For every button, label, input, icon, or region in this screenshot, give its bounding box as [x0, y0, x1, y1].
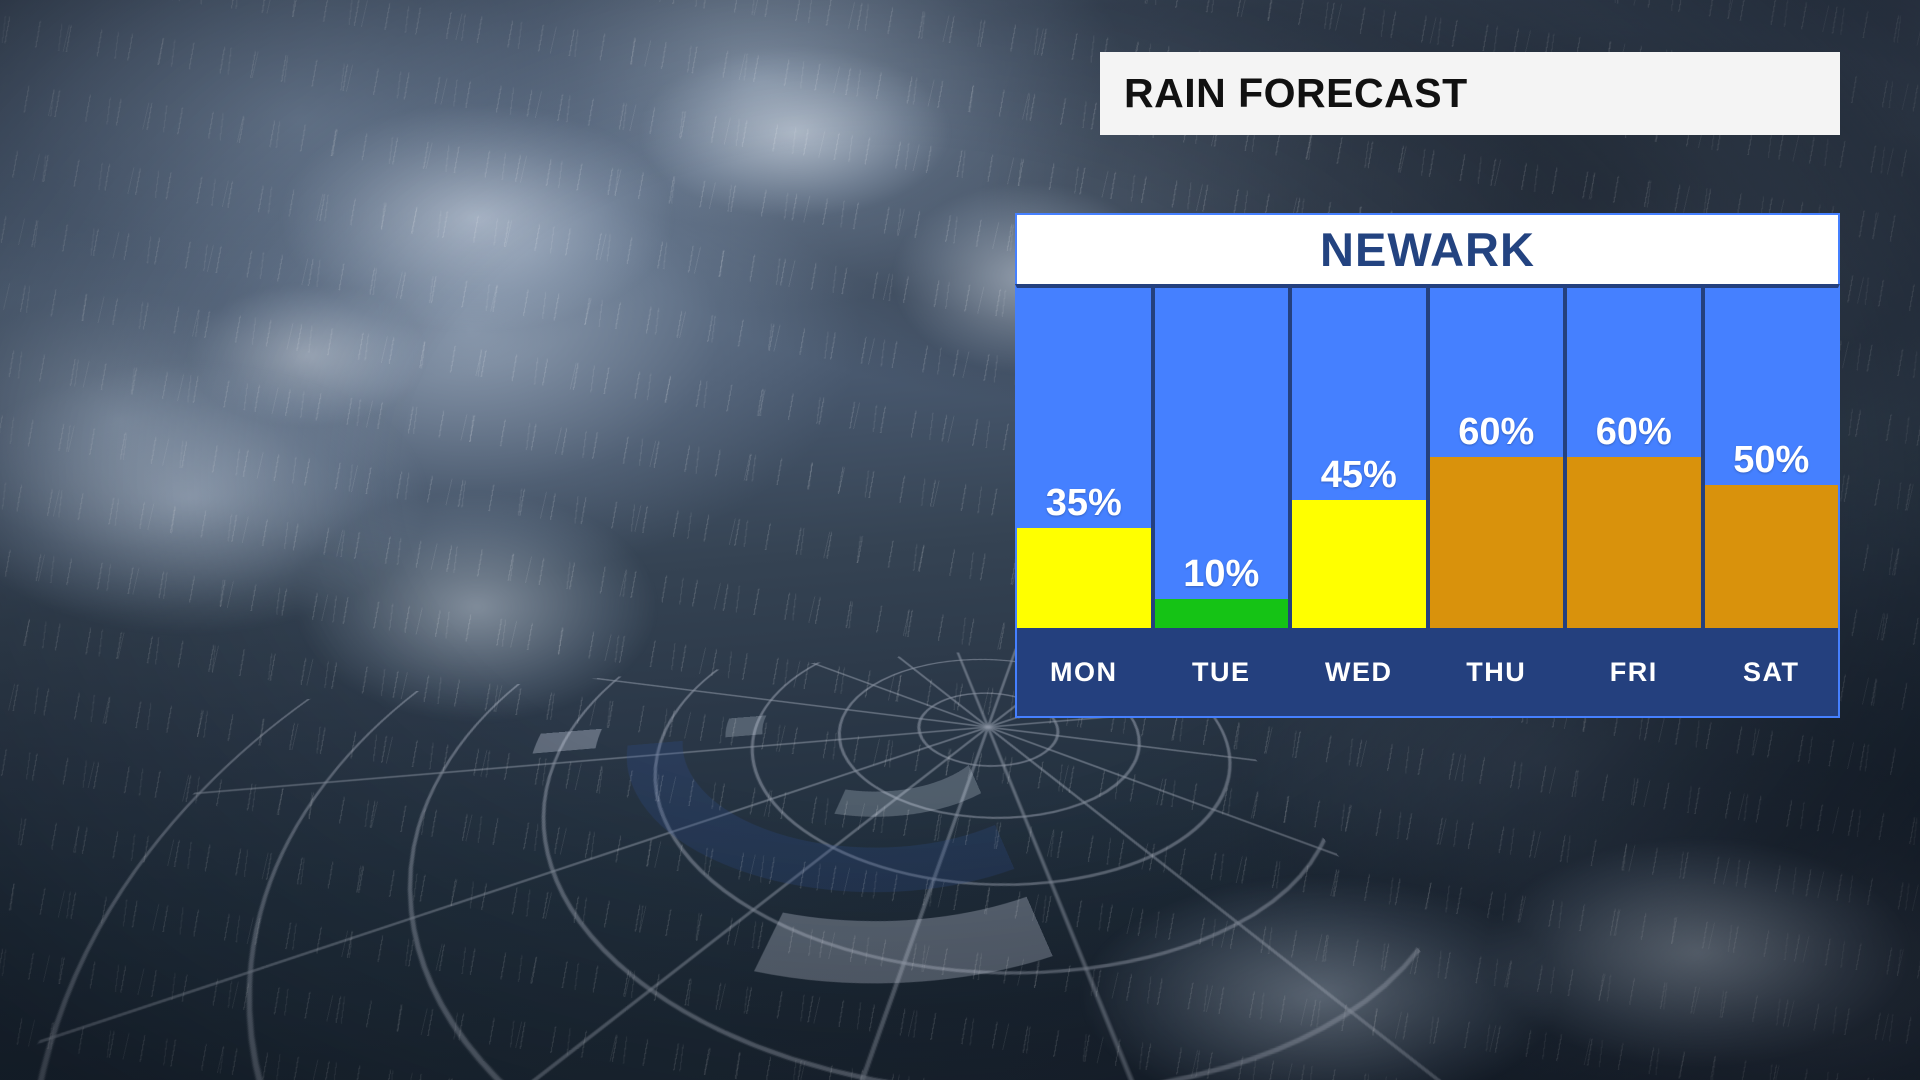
city-header: NEWARK: [1015, 213, 1840, 284]
rain-chance-bar: 35%: [1017, 484, 1151, 628]
day-footer: SAT: [1704, 628, 1838, 716]
day-footer: WED: [1292, 628, 1426, 716]
rain-chance-bar: 45%: [1292, 456, 1426, 628]
day-label: MON: [1050, 656, 1118, 687]
rain-chance-bar: 50%: [1704, 441, 1838, 628]
rain-chance-value-label: 60%: [1458, 411, 1535, 453]
page-title: RAIN FORECAST: [1124, 70, 1468, 116]
rain-chance-value-label: 10%: [1183, 553, 1260, 595]
day-footer: THU: [1429, 628, 1563, 716]
day-label: FRI: [1609, 656, 1658, 687]
day-label: WED: [1325, 656, 1393, 687]
day-footer: TUE: [1154, 628, 1288, 716]
rain-chance-bar: 60%: [1567, 413, 1701, 628]
forecast-column-thu[interactable]: 60% THU: [1429, 288, 1563, 716]
rain-chance-bar: 60%: [1429, 413, 1563, 628]
forecast-column-mon[interactable]: 35% MON: [1017, 288, 1151, 716]
day-footer: FRI: [1567, 628, 1701, 716]
rain-forecast-title-bar: RAIN FORECAST: [1100, 52, 1840, 135]
forecast-panel: NEWARK 35% MON 10% TUE 45% WED 60% THU 60% FRI 50%…: [1015, 213, 1840, 718]
forecast-column-fri[interactable]: 60% FRI: [1567, 288, 1701, 716]
low-cloud-bottom-layer: [1050, 780, 1920, 1080]
rain-chance-value-label: 60%: [1595, 411, 1672, 453]
city-name-label: NEWARK: [1320, 223, 1535, 276]
low-cloud-left-layer: [0, 330, 720, 750]
rain-chance-value-label: 35%: [1045, 482, 1122, 524]
day-label: SAT: [1743, 656, 1800, 687]
day-label: THU: [1466, 656, 1527, 687]
forecast-column-wed[interactable]: 45% WED: [1292, 288, 1426, 716]
forecast-columns: 35% MON 10% TUE 45% WED 60% THU 60% FRI 50% SAT: [1015, 284, 1840, 718]
day-footer: MON: [1017, 628, 1151, 716]
forecast-column-sat[interactable]: 50% SAT: [1704, 288, 1838, 716]
rain-chance-value-label: 45%: [1320, 454, 1397, 496]
rain-chance-value-label: 50%: [1733, 439, 1810, 481]
day-label: TUE: [1192, 656, 1251, 687]
rain-chance-bar: 10%: [1154, 555, 1288, 628]
forecast-column-tue[interactable]: 10% TUE: [1154, 288, 1288, 716]
